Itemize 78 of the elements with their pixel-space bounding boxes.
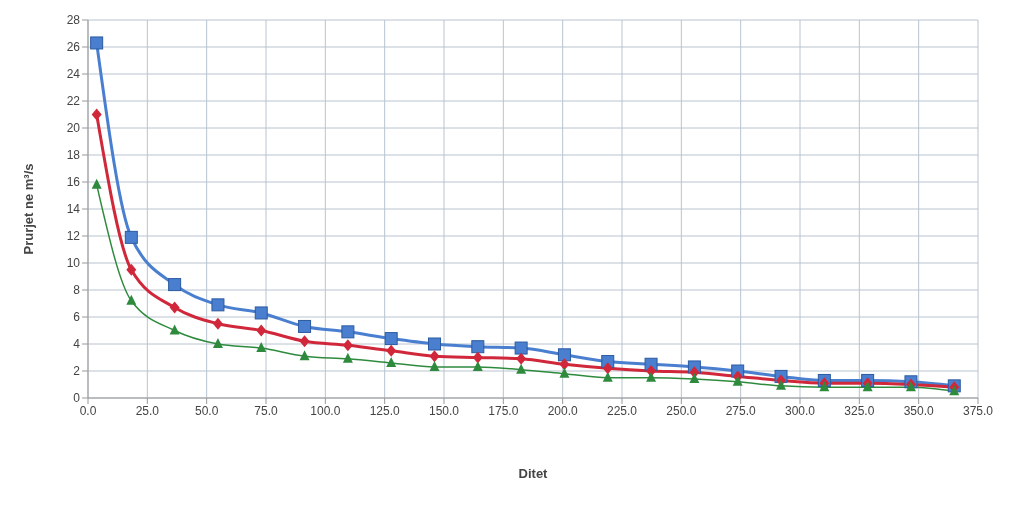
- point: [169, 324, 180, 335]
- point: [342, 352, 353, 363]
- y-tick-label: 12: [66, 229, 81, 244]
- y-tick-label: 4: [73, 337, 81, 352]
- y-tick-label: 18: [66, 148, 81, 163]
- point: [689, 373, 700, 384]
- point: [949, 385, 960, 396]
- point: [557, 348, 571, 362]
- point: [211, 298, 225, 312]
- point: [386, 344, 397, 357]
- y-tick-label: 22: [66, 94, 81, 109]
- point: [516, 352, 527, 365]
- x-tick-label: 50.0: [194, 403, 219, 418]
- point: [126, 263, 137, 276]
- x-tick-label: 175.0: [488, 403, 519, 418]
- point: [776, 379, 787, 390]
- point: [732, 375, 743, 386]
- point: [559, 367, 570, 378]
- point: [91, 178, 102, 189]
- x-tick-label: 200.0: [547, 403, 579, 418]
- point: [256, 324, 267, 337]
- point: [212, 317, 223, 330]
- y-tick-label: 28: [66, 13, 81, 28]
- y-tick-label: 2: [73, 364, 81, 379]
- point: [472, 360, 483, 371]
- x-tick-label: 150.0: [428, 403, 460, 418]
- y-tick-label: 10: [66, 256, 81, 271]
- x-tick-label: 250.0: [666, 403, 697, 418]
- point: [819, 381, 830, 392]
- point: [299, 350, 310, 361]
- point: [516, 363, 527, 374]
- y-tick-label: 24: [66, 67, 81, 82]
- x-tick-label: 325.0: [844, 403, 875, 418]
- x-tick-label: 350.0: [903, 403, 935, 418]
- point: [126, 294, 137, 305]
- point: [862, 381, 873, 392]
- x-tick-label: 0.0: [79, 403, 97, 418]
- x-tick-label: 275.0: [725, 403, 757, 418]
- x-axis-title: Ditet: [518, 466, 549, 481]
- point: [514, 341, 528, 355]
- x-tick-label: 300.0: [784, 403, 816, 418]
- point: [646, 371, 657, 382]
- point: [384, 332, 398, 346]
- x-tick-label: 125.0: [369, 403, 401, 418]
- point: [124, 230, 138, 244]
- point: [602, 371, 613, 382]
- y-tick-label: 26: [66, 40, 81, 55]
- point: [559, 358, 570, 371]
- point: [602, 362, 613, 375]
- y-tick-label: 8: [73, 283, 81, 298]
- point: [429, 360, 440, 371]
- y-tick-label: 14: [66, 202, 81, 217]
- y-tick-label: 16: [66, 175, 81, 190]
- y-axis-title: Prurjet ne m³/s: [20, 163, 36, 255]
- point: [168, 278, 182, 292]
- x-tick-label: 375.0: [962, 403, 994, 418]
- y-tick-label: 20: [66, 121, 81, 136]
- point: [299, 335, 310, 348]
- point: [298, 319, 312, 333]
- point: [429, 350, 440, 363]
- point: [91, 108, 102, 121]
- point: [386, 356, 397, 367]
- y-tick-label: 6: [73, 310, 81, 325]
- point: [169, 301, 180, 314]
- x-tick-label: 225.0: [606, 403, 638, 418]
- point: [471, 340, 485, 354]
- point: [341, 325, 355, 339]
- point: [646, 365, 657, 377]
- x-tick-label: 25.0: [135, 403, 160, 418]
- point: [254, 306, 268, 320]
- point: [256, 342, 267, 353]
- point: [428, 337, 442, 351]
- point: [342, 339, 353, 352]
- x-tick-label: 100.0: [310, 403, 341, 418]
- point: [212, 338, 223, 348]
- y-tick-label: 0: [73, 391, 81, 406]
- point: [90, 36, 104, 50]
- x-tick-label: 75.0: [254, 403, 278, 418]
